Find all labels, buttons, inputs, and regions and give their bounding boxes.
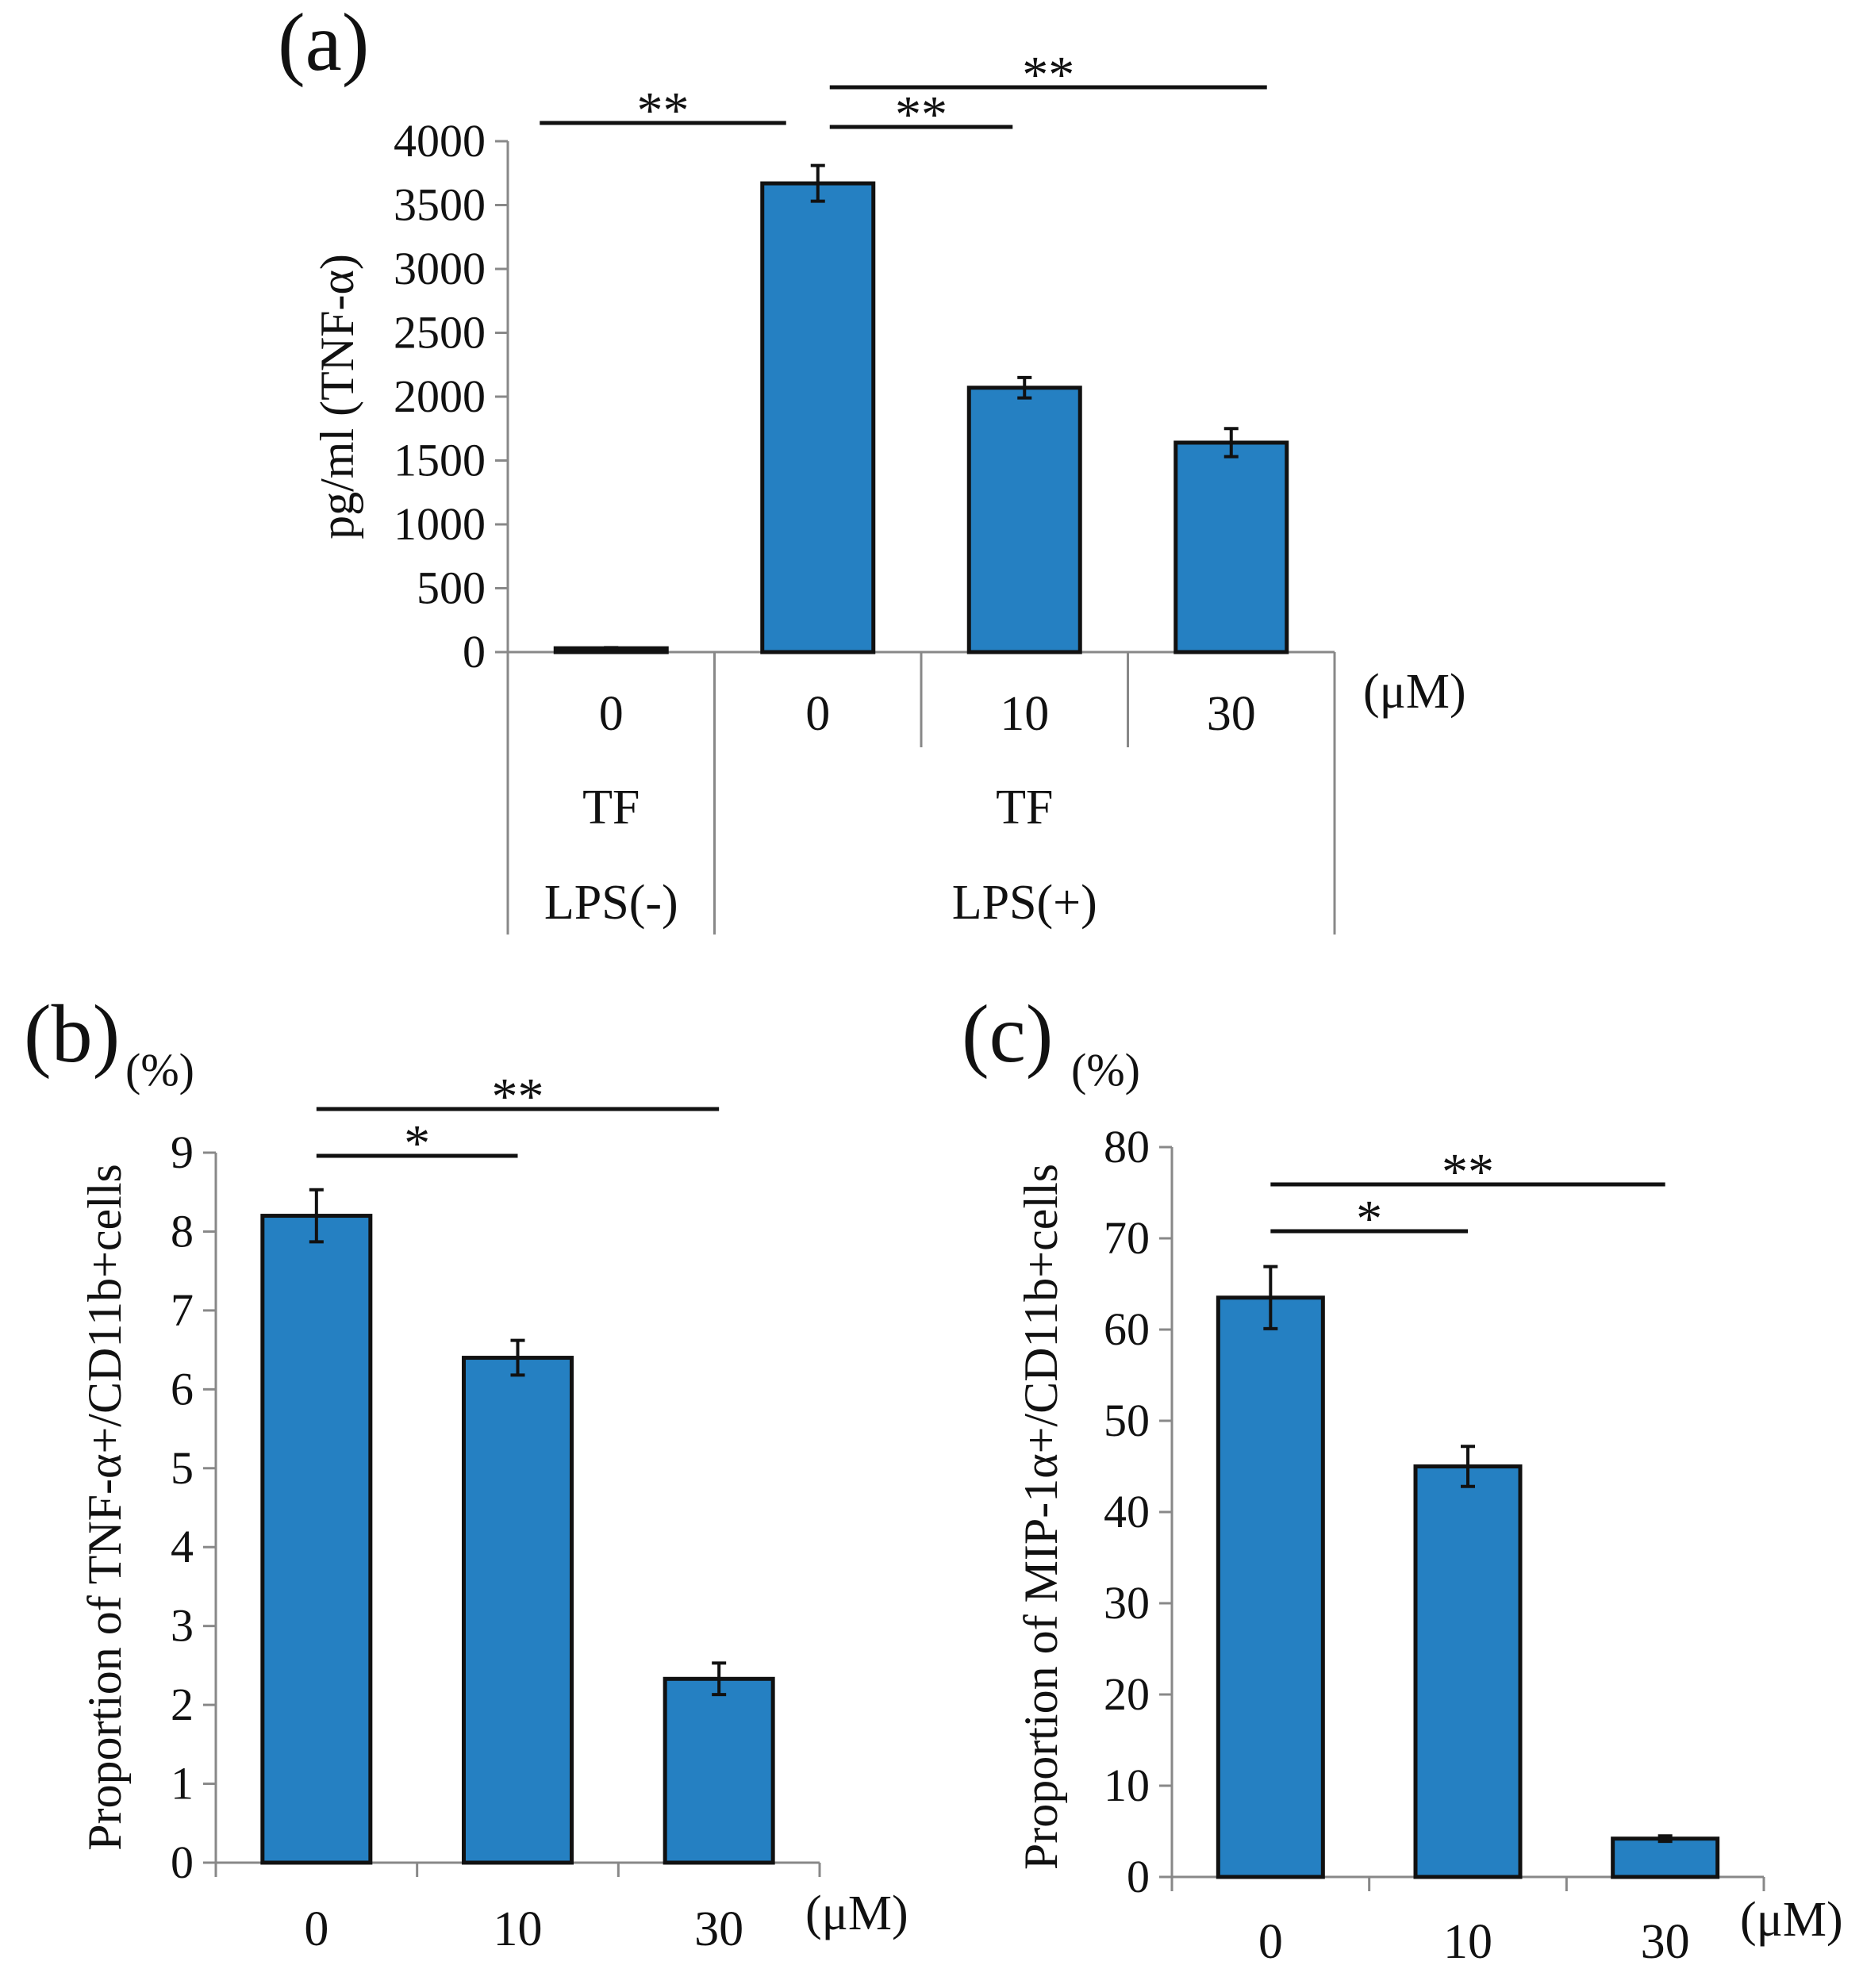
significance-label: ** [492, 1068, 544, 1126]
x-axis-unit: (μM) [1363, 665, 1466, 719]
bar [1413, 1464, 1523, 1879]
y-tick-label: 10 [1104, 1760, 1150, 1811]
y-tick-label: 3500 [394, 179, 486, 231]
significance-label: ** [895, 86, 947, 144]
significance-label: * [1356, 1190, 1382, 1248]
x-tick-label: 10 [1443, 1915, 1492, 1969]
y-tick-label: 40 [1104, 1486, 1150, 1537]
x-tick-label: 0 [805, 687, 830, 741]
y-tick-label: 1000 [394, 498, 486, 550]
bar [966, 386, 1082, 654]
panel-b: (b) 0 1 2 3 4 5 6 7 8 9 Proportion of TNF-α+/CD11b+… [24, 988, 908, 1956]
bar [1216, 1295, 1325, 1879]
bar [260, 1214, 373, 1865]
y-tick-label: 50 [1104, 1395, 1150, 1446]
bar [462, 1356, 574, 1865]
significance-label: ** [637, 82, 690, 140]
y-axis-unit: (%) [125, 1044, 194, 1096]
y-tick-label: 80 [1104, 1121, 1150, 1172]
x-tick-label: 30 [694, 1902, 743, 1956]
y-tick-label: 2 [171, 1679, 194, 1730]
y-tick-label: 60 [1104, 1303, 1150, 1355]
panel-label: (b) [24, 988, 120, 1080]
bar [1173, 440, 1289, 654]
y-tick-label: 20 [1104, 1668, 1150, 1720]
y-tick-label: 6 [171, 1363, 194, 1414]
panel-a: (a)05001000150020002500300035004000pg/ml… [278, 0, 1466, 935]
y-tick-label: 500 [417, 562, 486, 614]
x-tick-label: 0 [304, 1902, 328, 1956]
group-label: TF [996, 781, 1053, 835]
y-tick-label: 7 [171, 1284, 194, 1336]
bar [760, 181, 876, 654]
y-tick-label: 1 [171, 1758, 194, 1810]
x-tick-label: 0 [599, 687, 624, 741]
y-tick-label: 0 [1127, 1851, 1150, 1902]
x-tick-label: 10 [494, 1902, 543, 1956]
x-axis-unit: (μM) [805, 1886, 908, 1940]
y-tick-label: 2000 [394, 370, 486, 422]
x-tick-label: 30 [1207, 687, 1256, 741]
x-tick-label: 0 [1258, 1915, 1283, 1969]
y-tick-label: 1500 [394, 435, 486, 486]
panel-label: (a) [278, 0, 369, 88]
significance-label: ** [1442, 1143, 1494, 1201]
y-tick-label: 70 [1104, 1212, 1150, 1264]
y-axis-title: Proportion of MIP-1α+/CD11b+cells [1015, 1164, 1067, 1870]
x-tick-label: 10 [1000, 687, 1049, 741]
y-tick-label: 5 [171, 1442, 194, 1494]
y-axis-unit: (%) [1071, 1044, 1140, 1096]
y-tick-label: 3 [171, 1600, 194, 1652]
group-label: LPS(+) [952, 876, 1097, 930]
group-label: LPS(-) [544, 876, 678, 930]
x-tick-label: 30 [1641, 1915, 1690, 1969]
y-axis-title: pg/ml (TNF-α) [311, 254, 363, 539]
y-tick-label: 9 [171, 1126, 194, 1178]
significance-label: * [404, 1115, 430, 1172]
y-axis-title: Proportion of TNF-α+/CD11b+cells [79, 1164, 131, 1851]
x-axis-unit: (μM) [1740, 1893, 1843, 1947]
bar [1611, 1836, 1720, 1879]
y-tick-label: 0 [463, 626, 486, 677]
y-tick-label: 30 [1104, 1577, 1150, 1629]
bar [663, 1676, 775, 1865]
y-tick-label: 4 [171, 1521, 194, 1572]
panel-c: (c) 0 10 20 30 40 50 60 70 80 Proportion of MIP-1α… [962, 988, 1843, 1969]
y-tick-label: 0 [171, 1836, 194, 1888]
y-tick-label: 2500 [394, 307, 486, 359]
panel-label: (c) [962, 988, 1053, 1080]
group-label: TF [582, 781, 640, 835]
y-tick-label: 4000 [394, 115, 486, 167]
significance-label: ** [1022, 46, 1074, 104]
y-tick-label: 3000 [394, 243, 486, 294]
y-tick-label: 8 [171, 1205, 194, 1257]
